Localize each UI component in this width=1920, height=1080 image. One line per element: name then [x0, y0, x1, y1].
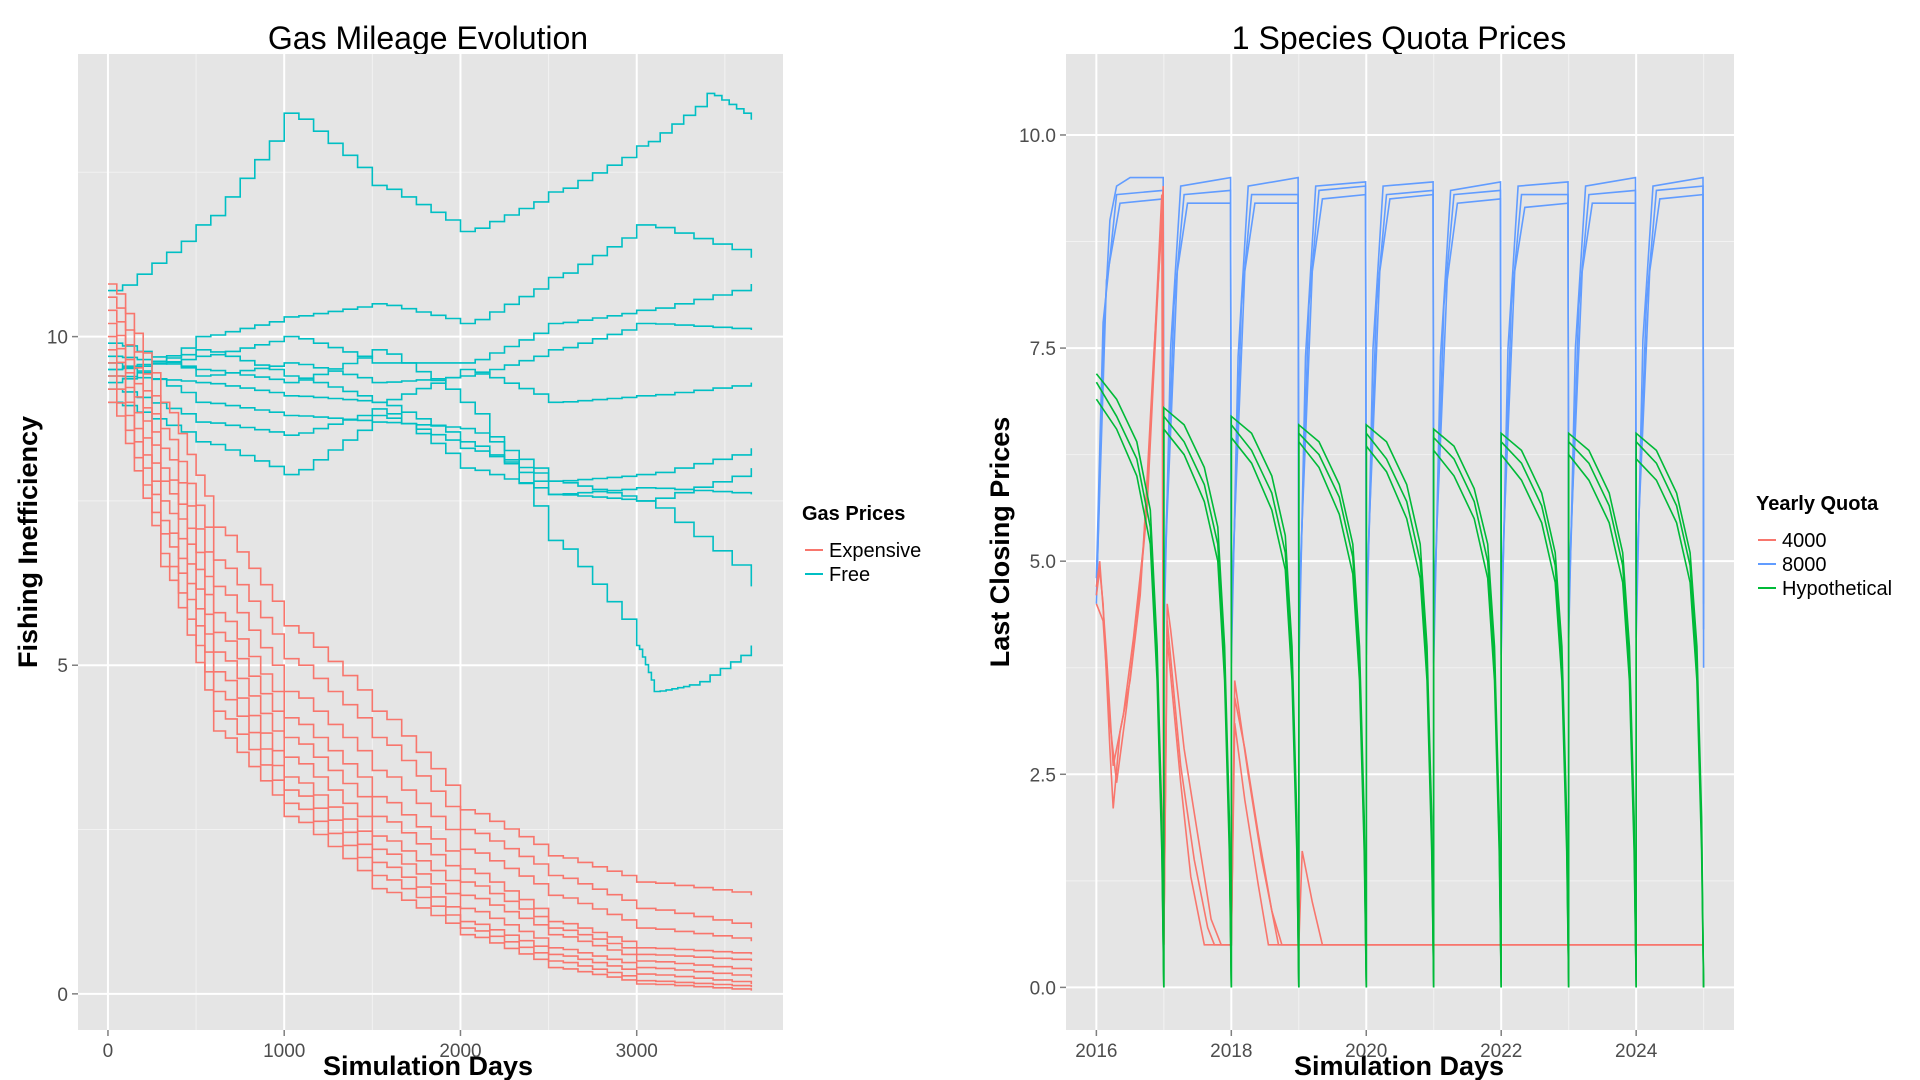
- plot-background: [1066, 54, 1734, 1030]
- legend-title: Yearly Quota: [1756, 493, 1879, 515]
- x-axis-title: Simulation Days: [1294, 1051, 1504, 1080]
- x-tick-label: 2018: [1210, 1041, 1252, 1062]
- series-line-free: [108, 92, 753, 292]
- series-line-hypothetical: [1095, 373, 1705, 988]
- legend-label: Expensive: [829, 540, 921, 562]
- series-line-4000: [1095, 186, 1704, 946]
- x-tick-label: 2022: [1480, 1041, 1522, 1062]
- series-line-free: [108, 322, 753, 384]
- series-line-expensive: [108, 401, 753, 991]
- legend-label: 4000: [1782, 530, 1827, 552]
- legend-title: Gas Prices: [802, 503, 905, 525]
- y-tick-label: 5.0: [1030, 552, 1056, 573]
- series-line-free: [108, 388, 753, 496]
- quota-prices-chart: 1 Species Quota Prices Simulation Days L…: [985, 20, 1892, 1080]
- y-axis-title: Fishing Inefficiency: [13, 416, 43, 668]
- plot-area: 0 1000 2000 3000 0 5 10: [47, 54, 783, 1062]
- x-tick-label: 2000: [439, 1041, 481, 1062]
- series-line-4000: [1095, 194, 1704, 946]
- series-line-8000: [1095, 193, 1705, 604]
- x-tick-label: 3000: [616, 1041, 658, 1062]
- legend-label: Free: [829, 564, 870, 586]
- plot-area: 2016 2018 2020 2022 2024 0.0 2.5 5.0 7.5 10.0: [1019, 54, 1734, 1062]
- series-line-hypothetical: [1095, 398, 1705, 988]
- legend-label: 8000: [1782, 554, 1827, 576]
- series-line-8000: [1095, 185, 1705, 630]
- x-axis-title: Simulation Days: [323, 1051, 533, 1080]
- y-tick-label: 2.5: [1030, 765, 1056, 786]
- y-tick-label: 7.5: [1030, 339, 1056, 360]
- legend-label: Hypothetical: [1782, 578, 1892, 600]
- series-line-expensive: [108, 283, 753, 896]
- x-tick-label: 2016: [1075, 1041, 1117, 1062]
- chart-title: 1 Species Quota Prices: [1232, 20, 1566, 56]
- series-line-free: [108, 349, 753, 587]
- x-tick-label: 2020: [1345, 1041, 1387, 1062]
- y-tick-label: 0.0: [1030, 978, 1056, 999]
- series-line-free: [108, 349, 753, 693]
- y-tick-label: 10.0: [1019, 126, 1056, 147]
- gas-mileage-chart: Gas Mileage Evolution Simulation Days Fi…: [13, 20, 921, 1080]
- series-line-free: [108, 224, 753, 384]
- y-tick-label: 0: [57, 985, 68, 1006]
- series-line-hypothetical: [1095, 381, 1705, 988]
- y-tick-label: 5: [57, 656, 68, 677]
- x-tick-label: 1000: [263, 1041, 305, 1062]
- y-tick-label: 10: [47, 328, 68, 349]
- y-axis-title: Last Closing Prices: [985, 417, 1015, 668]
- chart-title: Gas Mileage Evolution: [268, 20, 588, 56]
- series-line-free: [108, 401, 753, 502]
- x-tick-label: 2024: [1615, 1041, 1658, 1062]
- series-line-4000: [1095, 211, 1704, 946]
- series-line-free: [108, 368, 753, 404]
- x-tick-label: 0: [103, 1041, 114, 1062]
